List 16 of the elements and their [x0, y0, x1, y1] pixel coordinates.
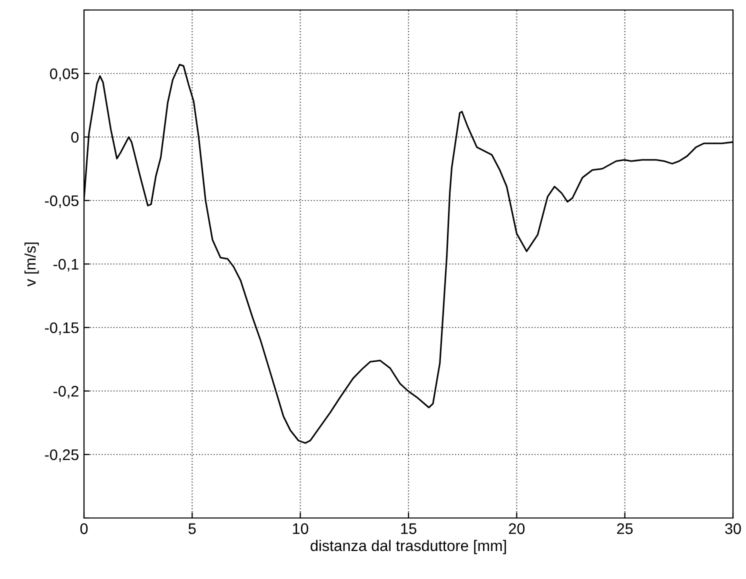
y-axis-title: v [m/s] — [24, 242, 39, 286]
x-tick-label: 20 — [508, 523, 525, 534]
y-tick-label: -0,25 — [45, 449, 78, 462]
y-tick-label: -0,1 — [53, 258, 78, 272]
x-tick-label: 5 — [188, 523, 196, 534]
y-tick-label: -0,2 — [53, 386, 78, 398]
x-tick-label: 10 — [293, 523, 308, 534]
x-tick-label: 15 — [401, 523, 416, 534]
y-tick-label: -0,15 — [45, 322, 78, 335]
y-tick-label: 0 — [71, 132, 79, 143]
y-tick-label: 0,05 — [50, 68, 78, 81]
x-axis-title: distanza dal trasduttore [mm] — [310, 540, 506, 554]
x-tick-label: 0 — [80, 523, 88, 534]
y-tick-label: -0,05 — [45, 195, 78, 208]
x-tick-label: 30 — [725, 523, 741, 534]
x-tick-label: 25 — [617, 523, 633, 534]
